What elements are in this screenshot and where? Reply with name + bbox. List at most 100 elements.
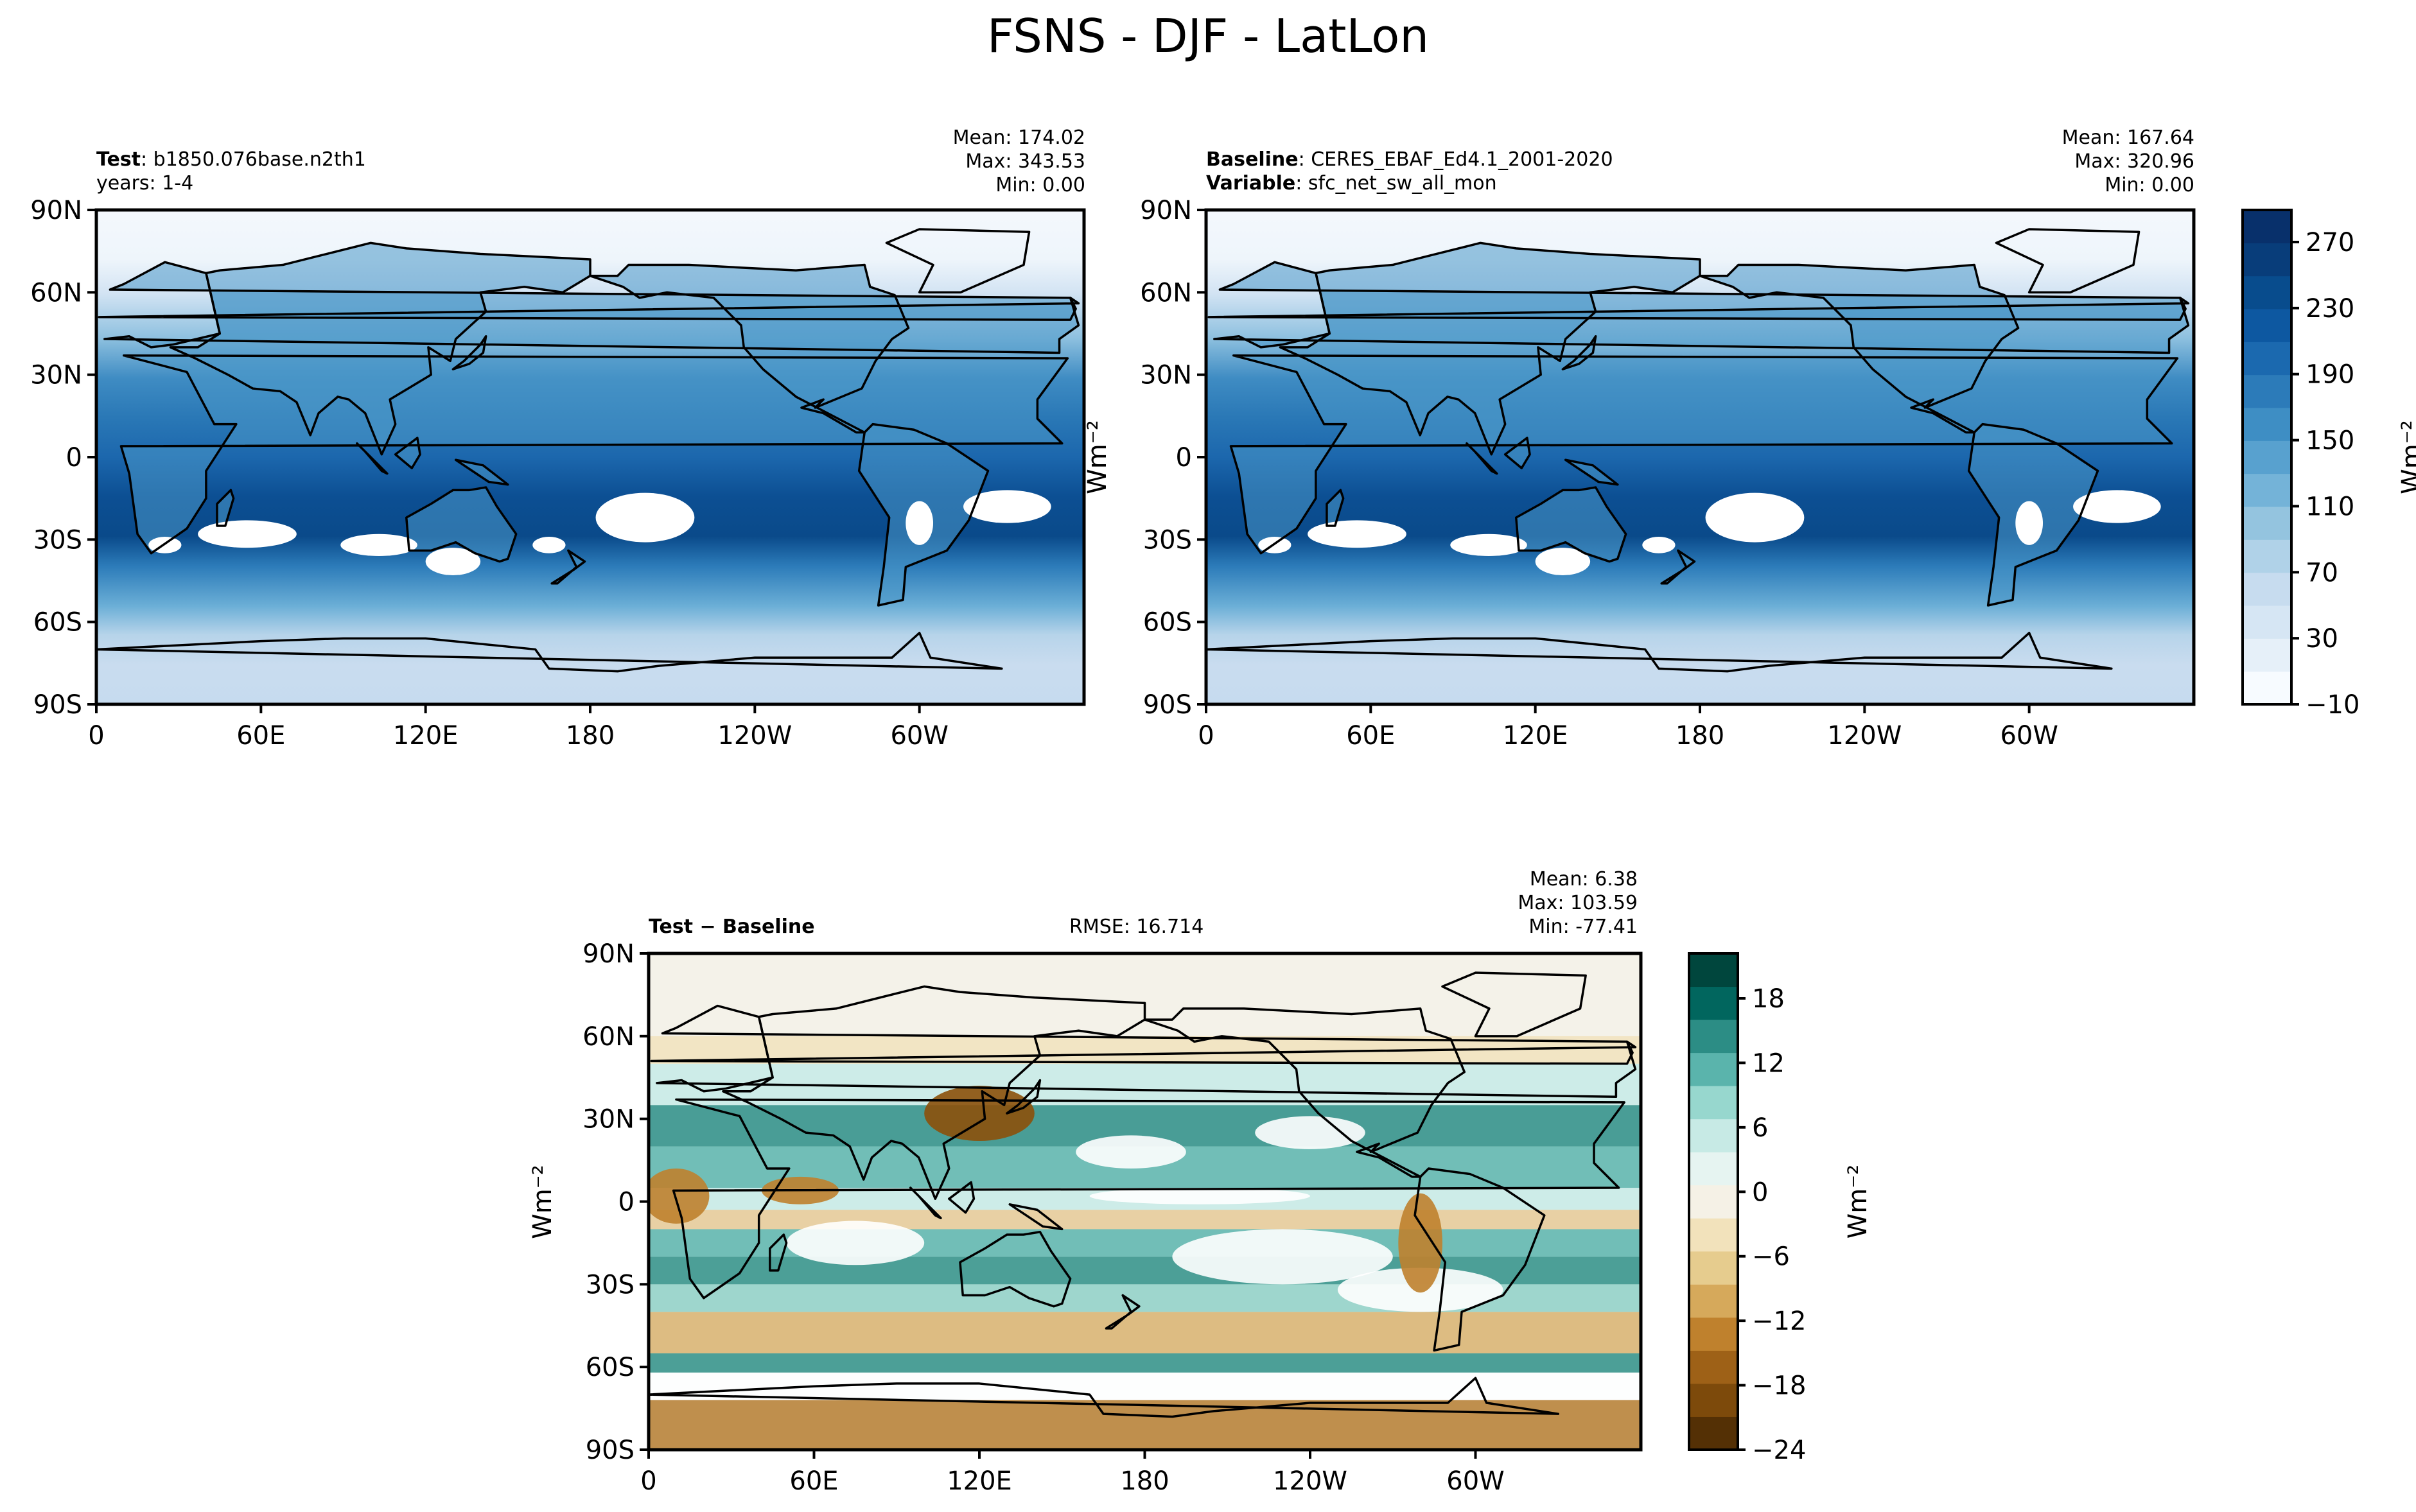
cb-diff-swatch <box>1689 1118 1738 1152</box>
test-lon-tick-label: 60E <box>236 721 285 751</box>
cb-main-swatch <box>2243 210 2291 243</box>
cb-diff-swatch <box>1689 1251 1738 1285</box>
test-coast-greenland <box>885 228 1031 294</box>
test-land-shade-new-zealand <box>552 550 585 584</box>
cb-main-swatch <box>2243 638 2291 672</box>
cb-diff-swatch <box>1689 1152 1738 1186</box>
diff-band <box>649 1353 1641 1373</box>
baseline-lat-tick-label: 30N <box>1140 361 1192 390</box>
cb-main-swatch <box>2243 243 2291 277</box>
test-land-shade-asia <box>170 243 591 455</box>
cb-diff-tick-label: −24 <box>1752 1436 1806 1465</box>
diff-band <box>649 1400 1641 1450</box>
cb-main-swatch <box>2243 605 2291 639</box>
diff-rmse: RMSE: 16.714 <box>1069 916 1204 938</box>
baseline-missing-region <box>1450 534 1527 557</box>
diff-coast-britain <box>650 1040 1637 1065</box>
diff-anomaly-region <box>1172 1229 1393 1285</box>
test-land-shade-new-guinea <box>455 460 508 485</box>
baseline-land-shade-madagascar <box>1326 490 1344 526</box>
baseline-missing-region <box>1705 492 1805 543</box>
diff-label: Test − Baseline <box>649 916 815 938</box>
diff-coast-madagascar <box>769 1233 788 1272</box>
test-coast-britain <box>98 297 1080 321</box>
baseline-lat-tick-label: 0 <box>1176 443 1192 473</box>
diff-lat-tick-label: 30N <box>582 1105 635 1134</box>
diff-lat-tick-label: 30S <box>586 1270 635 1299</box>
diff-coast-new-zealand <box>1105 1294 1141 1330</box>
test-coast-sumatra <box>356 442 389 475</box>
test-missing-region <box>532 537 566 553</box>
diff-ylabel: Wm⁻² <box>528 1165 557 1239</box>
diff-coast-new-guinea <box>1008 1203 1064 1231</box>
diff-lat-tick-label: 90N <box>582 939 635 969</box>
cb-main-swatch <box>2243 671 2291 705</box>
test-mean: Mean: 174.02 <box>952 126 1085 149</box>
test-coast-asia <box>169 241 591 456</box>
test-land-shade-australia <box>406 487 516 562</box>
diff-field <box>649 953 1641 1450</box>
cb-diff-swatch <box>1689 1020 1738 1054</box>
baseline-lat-tick-label: 60N <box>1140 278 1192 308</box>
cb-diff-tick-label: −12 <box>1752 1307 1806 1336</box>
figure-title: FSNS - DJF - LatLon <box>986 9 1429 63</box>
baseline-coast-antarctica <box>1206 632 2113 704</box>
test-coast-south-america <box>857 422 990 607</box>
cb-diff-swatch <box>1689 1052 1738 1086</box>
test-missing-region <box>198 520 297 548</box>
diff-coast-sumatra <box>909 1186 942 1220</box>
test-land-shade-madagascar <box>216 490 234 526</box>
cb-diff-tick-label: 6 <box>1752 1113 1768 1143</box>
cb-diff-tick-label: −6 <box>1752 1242 1790 1272</box>
diff-lon-tick-label: 180 <box>1120 1466 1169 1496</box>
baseline-variable-bold: Variable <box>1206 172 1296 195</box>
baseline-lat-tick-label: 90N <box>1140 196 1192 225</box>
test-lat-tick-label: 60S <box>33 608 82 638</box>
test-coast-antarctica <box>96 632 1003 704</box>
cb-main-swatch <box>2243 374 2291 408</box>
baseline-lon-tick-label: 60W <box>2000 721 2058 751</box>
baseline-lon-tick-label: 180 <box>1676 721 1724 751</box>
diff-anomaly-region <box>649 1168 710 1224</box>
cb-main-frame <box>2241 209 2293 706</box>
baseline-missing-region <box>1535 548 1591 575</box>
test-label-rest: : b1850.076base.n2th1 <box>141 148 366 171</box>
cb-main-swatch <box>2243 507 2291 540</box>
baseline-coast-madagascar <box>1326 489 1345 527</box>
cb-diff-label: Wm⁻² <box>1843 1165 1873 1239</box>
cb-main-tick-label: 70 <box>2306 558 2338 587</box>
cb-main-tick-label: 30 <box>2306 624 2338 654</box>
cb-main-tick-label: 190 <box>2306 360 2354 390</box>
cb-diff-swatch <box>1689 1416 1738 1450</box>
cb-main-swatch <box>2243 572 2291 606</box>
baseline-lat-tick-label: 90S <box>1143 690 1192 720</box>
test-max: Max: 343.53 <box>965 150 1085 173</box>
baseline-coast-greenland <box>1995 228 2140 294</box>
baseline-missing-region <box>2073 490 2161 523</box>
diff-coast-south-america <box>1414 1167 1546 1352</box>
test-min: Min: 0.00 <box>995 174 1085 196</box>
cb-main-tick-label: 150 <box>2306 426 2354 456</box>
cb-diff-tick-label: 0 <box>1752 1177 1768 1207</box>
baseline-land-shade-australia <box>1516 487 1626 562</box>
baseline-coast-japan <box>1561 335 1597 370</box>
diff-coast-australia <box>959 1230 1072 1308</box>
diff-coast-japan <box>1006 1079 1042 1115</box>
cb-main-label: Wm⁻² <box>2397 420 2416 494</box>
cb-diff-swatch <box>1689 1086 1738 1120</box>
diff-anomaly-region <box>1089 1188 1311 1204</box>
cb-diff-swatch <box>1689 1284 1738 1318</box>
test-lon-tick-label: 120W <box>717 721 792 751</box>
cb-diff-swatch <box>1689 1350 1738 1384</box>
cb-main-swatch <box>2243 275 2291 309</box>
cb-diff-swatch <box>1689 953 1738 987</box>
cb-diff-swatch <box>1689 1383 1738 1417</box>
baseline-mean: Mean: 167.64 <box>2061 126 2194 149</box>
baseline-coast-borneo <box>1503 437 1531 469</box>
test-lat-tick-label: 0 <box>66 443 82 473</box>
baseline-stats: Mean: 167.64 Max: 320.96 Min: 0.00 <box>2062 126 2194 197</box>
diff-lon-tick-label: 120E <box>947 1466 1012 1496</box>
diff-min: Min: -77.41 <box>1528 916 1638 938</box>
baseline-coast-sumatra <box>1466 442 1498 475</box>
